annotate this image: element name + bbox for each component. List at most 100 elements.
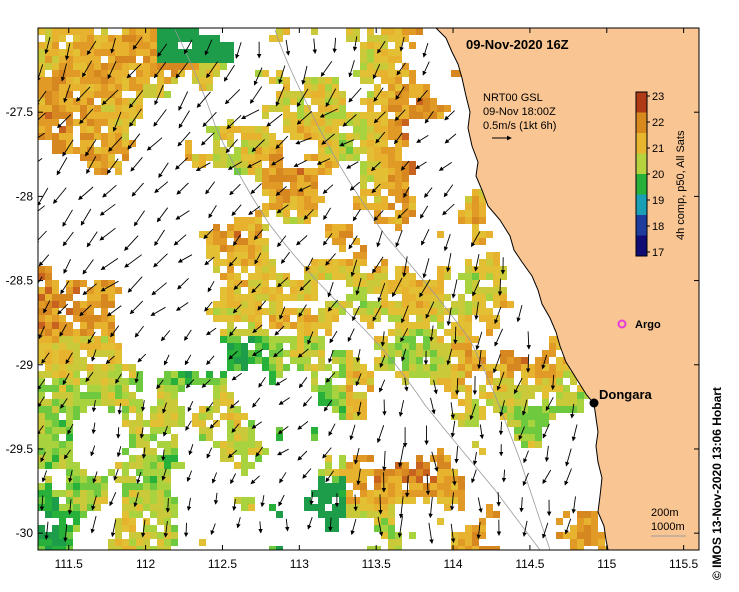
sst-cell [374, 91, 381, 98]
sst-cell [388, 98, 395, 105]
sst-cell [206, 84, 213, 91]
sst-cell [346, 378, 353, 385]
sst-cell [213, 224, 220, 231]
sst-cell [395, 28, 402, 35]
sst-cell [346, 357, 353, 364]
sst-cell [241, 434, 248, 441]
sst-cell [164, 441, 171, 448]
current-vector [99, 227, 116, 241]
sst-cell [409, 301, 416, 308]
sst-cell [45, 294, 52, 301]
current-vector [355, 277, 362, 296]
sst-cell [213, 420, 220, 427]
sst-cell [563, 371, 570, 378]
current-vector [232, 499, 237, 511]
sst-cell [129, 77, 136, 84]
sst-cell [38, 273, 45, 280]
sst-cell [80, 329, 87, 336]
sst-cell [458, 322, 465, 329]
colorbar-tick-label: 21 [652, 143, 664, 155]
sst-cell [367, 35, 374, 42]
sst-cell [73, 504, 80, 511]
sst-cell [514, 364, 521, 371]
sst-cell [374, 546, 381, 550]
sst-cell [388, 329, 395, 336]
sst-cell [381, 203, 388, 210]
sst-cell [395, 105, 402, 112]
sst-cell [115, 147, 122, 154]
sst-cell [297, 133, 304, 140]
current-vector [382, 450, 387, 472]
sst-cell [381, 56, 388, 63]
sst-cell [101, 98, 108, 105]
sst-cell [213, 238, 220, 245]
sst-cell [66, 441, 73, 448]
sst-cell [374, 287, 381, 294]
sst-cell [528, 413, 535, 420]
sst-cell [318, 490, 325, 497]
sst-cell [283, 189, 290, 196]
sst-cell [150, 546, 157, 550]
sst-cell [164, 77, 171, 84]
current-vector [477, 349, 482, 370]
sst-cell [234, 413, 241, 420]
current-vector [275, 135, 289, 149]
sst-cell [360, 399, 367, 406]
sst-cell [381, 504, 388, 511]
sst-cell [143, 77, 150, 84]
sst-cell [374, 273, 381, 280]
sst-cell [157, 35, 164, 42]
sst-cell [227, 322, 234, 329]
sst-cell [73, 77, 80, 84]
sst-cell [66, 133, 73, 140]
current-vector [325, 470, 334, 483]
sst-cell [374, 154, 381, 161]
sst-cell [150, 504, 157, 511]
sst-cell [66, 525, 73, 532]
current-vector [79, 304, 92, 317]
current-vector [44, 521, 49, 540]
sst-cell [45, 119, 52, 126]
sst-cell [381, 490, 388, 497]
sst-cell [374, 266, 381, 273]
sst-cell [444, 504, 451, 511]
map-frame [37, 27, 700, 551]
sst-cell [395, 147, 402, 154]
sst-cell [129, 371, 136, 378]
sst-cell [290, 133, 297, 140]
current-vector [571, 424, 578, 442]
sst-cell [437, 301, 444, 308]
current-vector [525, 354, 531, 373]
sst-cell [311, 175, 318, 182]
sst-cell [87, 392, 94, 399]
sst-cell [38, 98, 45, 105]
current-vector [523, 450, 529, 464]
sst-cell [66, 497, 73, 504]
current-vector [251, 348, 263, 357]
sst-cell [66, 539, 73, 546]
sst-cell [325, 329, 332, 336]
sst-cell [479, 392, 486, 399]
sst-cell [507, 392, 514, 399]
sst-cell [38, 294, 45, 301]
sst-cell [570, 525, 577, 532]
x-tick-label: 114.5 [515, 557, 544, 571]
sst-cell [192, 154, 199, 161]
sst-cell [598, 532, 605, 539]
current-vector [258, 521, 263, 534]
sst-cell [416, 490, 423, 497]
current-vector [398, 445, 405, 468]
current-vector [350, 259, 358, 277]
sst-cell [255, 70, 262, 77]
sst-cell [444, 105, 451, 112]
sst-cell [374, 133, 381, 140]
sst-cell [45, 490, 52, 497]
sst-cell [122, 518, 129, 525]
sst-cell [248, 154, 255, 161]
sst-cell [178, 462, 185, 469]
sst-cell [402, 189, 409, 196]
sst-cell [276, 350, 283, 357]
sst-cell [360, 126, 367, 133]
sst-cell [199, 70, 206, 77]
sst-cell [297, 196, 304, 203]
